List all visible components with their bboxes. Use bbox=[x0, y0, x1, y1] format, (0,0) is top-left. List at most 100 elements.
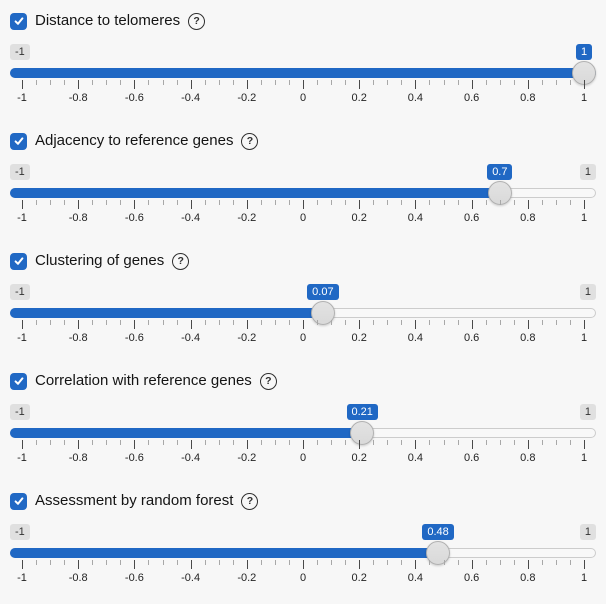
minor-tick bbox=[120, 440, 122, 445]
checkmark-icon bbox=[14, 377, 23, 385]
tick-label: 0.8 bbox=[520, 452, 536, 464]
minor-tick bbox=[317, 560, 319, 565]
major-tick bbox=[134, 200, 136, 209]
major-tick bbox=[78, 320, 80, 329]
help-icon[interactable]: ? bbox=[241, 132, 259, 150]
minor-tick bbox=[274, 560, 276, 565]
minor-tick bbox=[50, 320, 52, 325]
major-tick bbox=[471, 560, 473, 569]
slider-header: Clustering of genes ? bbox=[10, 251, 596, 271]
minor-tick bbox=[485, 560, 487, 565]
minor-tick bbox=[555, 80, 557, 85]
minor-tick bbox=[148, 440, 150, 445]
minor-tick bbox=[218, 200, 220, 205]
help-icon[interactable]: ? bbox=[241, 492, 259, 510]
tick-label: -0.6 bbox=[124, 92, 144, 104]
feature-checkbox[interactable] bbox=[10, 252, 27, 270]
slider-max-label: 1 bbox=[579, 404, 596, 420]
feature-checkbox[interactable] bbox=[10, 132, 27, 150]
minor-tick bbox=[92, 320, 94, 325]
minor-tick bbox=[92, 80, 94, 85]
tick-label: -0.8 bbox=[68, 332, 88, 344]
minor-tick bbox=[345, 560, 347, 565]
slider-header: Assessment by random forest ? bbox=[10, 491, 596, 511]
minor-tick bbox=[499, 200, 501, 205]
help-icon[interactable]: ? bbox=[188, 12, 206, 30]
minor-tick bbox=[373, 200, 375, 205]
slider-grid: -1 -0.8 -0.6 -0.4 -0.2 0 0.2 0.4 0.6 0.8 1 bbox=[17, 200, 588, 226]
tick-label: -0.8 bbox=[68, 92, 88, 104]
minor-tick bbox=[345, 320, 347, 325]
tick-label: -0.4 bbox=[181, 332, 201, 344]
minor-tick bbox=[429, 320, 431, 325]
minor-tick bbox=[541, 200, 543, 205]
slider: -1 1 0.07 -1 -0.8 -0.6 -0.4 -0.2 0 0.2 0.4 0.6 0.… bbox=[10, 284, 596, 346]
minor-tick bbox=[50, 80, 52, 85]
slider-min-label: -1 bbox=[10, 284, 30, 300]
major-tick bbox=[246, 440, 248, 449]
minor-tick bbox=[148, 560, 150, 565]
major-tick bbox=[134, 560, 136, 569]
tick-label: -0.6 bbox=[124, 332, 144, 344]
minor-tick bbox=[106, 80, 108, 85]
minor-tick bbox=[499, 80, 501, 85]
minor-tick bbox=[204, 440, 206, 445]
feature-checkbox[interactable] bbox=[10, 12, 27, 30]
slider-handle[interactable] bbox=[310, 301, 335, 325]
slider-min-label: -1 bbox=[10, 524, 30, 540]
major-tick bbox=[303, 80, 304, 89]
slider-min-label: -1 bbox=[10, 404, 30, 420]
major-tick bbox=[22, 560, 23, 569]
minor-tick bbox=[317, 440, 319, 445]
major-tick bbox=[22, 320, 23, 329]
minor-tick bbox=[331, 440, 333, 445]
slider-fill bbox=[10, 428, 362, 438]
tick-label: -0.8 bbox=[68, 572, 88, 584]
tick-label: 0.6 bbox=[463, 452, 480, 464]
slider-value-badge: 0.21 bbox=[346, 404, 378, 420]
checkmark-icon bbox=[14, 137, 23, 145]
slider-header: Correlation with reference genes ? bbox=[10, 371, 596, 391]
slider-handle[interactable] bbox=[350, 421, 374, 445]
minor-tick bbox=[64, 320, 66, 325]
slider-group: Adjacency to reference genes ? -1 1 0.7 … bbox=[10, 131, 596, 226]
major-tick bbox=[246, 200, 248, 209]
tick-label: 0.2 bbox=[351, 572, 367, 584]
major-tick bbox=[246, 80, 248, 89]
minor-tick bbox=[260, 560, 262, 565]
major-tick bbox=[415, 560, 417, 569]
minor-tick bbox=[64, 560, 66, 565]
tick-label: -0.2 bbox=[237, 92, 257, 104]
slider-max-label: 1 bbox=[579, 284, 596, 300]
feature-checkbox[interactable] bbox=[10, 372, 27, 390]
minor-tick bbox=[204, 200, 206, 205]
minor-tick bbox=[162, 560, 164, 565]
tick-label: 0 bbox=[299, 572, 307, 584]
major-tick bbox=[78, 200, 80, 209]
minor-tick bbox=[485, 200, 487, 205]
major-tick bbox=[303, 320, 304, 329]
feature-checkbox[interactable] bbox=[10, 492, 27, 510]
minor-tick bbox=[288, 560, 290, 565]
minor-tick bbox=[401, 560, 403, 565]
minor-tick bbox=[218, 80, 220, 85]
tick-label: 0 bbox=[299, 92, 307, 104]
slider-max-label: 1 bbox=[579, 164, 596, 180]
major-tick bbox=[471, 200, 473, 209]
tick-label: 1 bbox=[580, 212, 588, 224]
help-icon[interactable]: ? bbox=[259, 372, 277, 390]
slider-min-label: -1 bbox=[10, 164, 30, 180]
minor-tick bbox=[274, 80, 276, 85]
feature-label: Correlation with reference genes bbox=[35, 372, 252, 389]
major-tick bbox=[246, 320, 248, 329]
minor-tick bbox=[288, 440, 290, 445]
minor-tick bbox=[106, 560, 108, 565]
minor-tick bbox=[162, 80, 164, 85]
major-tick bbox=[134, 80, 136, 89]
minor-tick bbox=[106, 200, 108, 205]
help-icon[interactable]: ? bbox=[172, 252, 190, 270]
tick-label: -0.4 bbox=[181, 212, 201, 224]
minor-tick bbox=[443, 320, 445, 325]
minor-tick bbox=[317, 320, 319, 325]
tick-label: -0.2 bbox=[237, 572, 257, 584]
